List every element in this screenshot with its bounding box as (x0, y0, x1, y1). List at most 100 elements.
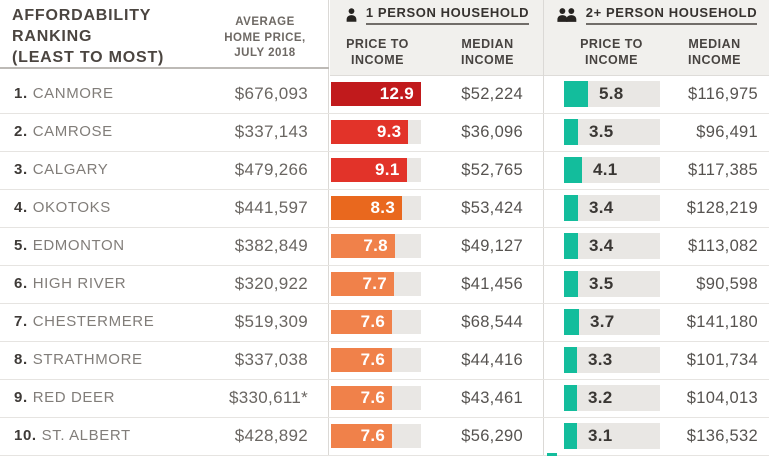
p2-ratio-bar-track: 3.5 (564, 271, 660, 297)
rank-city-cell: 2. CAMROSE (14, 113, 113, 151)
p1-ratio-bar-track: 7.6 (331, 310, 421, 334)
avg-home-price-value: $479,266 (234, 160, 308, 179)
group2-header: 2+ PERSON HOUSEHOLD (544, 4, 769, 26)
table-row: 5. EDMONTON $382,849 7.8 $49,127 3.4 $113… (0, 227, 769, 266)
p2-ratio-bar-track: 4.1 (564, 157, 660, 183)
table-row: 2. CAMROSE $337,143 9.3 $36,096 3.5 $96,4… (0, 113, 769, 152)
city-label: ST. ALBERT (41, 427, 131, 444)
p1-ratio-bar-track: 7.6 (331, 424, 421, 448)
p2-ratio-value: 3.4 (589, 198, 614, 217)
p1-ratio-value: 7.6 (360, 426, 386, 445)
p1-median-income-value: $68,544 (461, 313, 523, 331)
p1-ratio-bar: 7.8 (331, 234, 395, 258)
rank-label: 5. (14, 237, 28, 254)
p2-ratio-value: 3.5 (589, 274, 614, 293)
p1-median-income-value: $43,461 (461, 389, 523, 407)
rank-label: 1. (14, 85, 28, 102)
rank-label: 2. (14, 123, 28, 140)
group2-median-income-header: MEDIAN INCOME (688, 37, 741, 68)
p2-ratio-bar (564, 119, 578, 145)
section-divider (328, 0, 329, 456)
rank-city-cell: 1. CANMORE (14, 75, 114, 113)
city-label: RED DEER (32, 389, 116, 406)
rank-label: 7. (14, 313, 28, 330)
table-row: 8. STRATHMORE $337,038 7.6 $44,416 3.3 $1… (0, 341, 769, 380)
p1-ratio-value: 12.9 (379, 84, 414, 103)
rank-label: 10. (14, 427, 37, 444)
p1-median-income-value: $36,096 (461, 123, 523, 141)
p1-ratio-bar-track: 7.6 (331, 386, 421, 410)
rank-city-cell: 5. EDMONTON (14, 227, 125, 265)
table-row: 9. RED DEER $330,611* 7.6 $43,461 3.2 $10… (0, 379, 769, 418)
p2-ratio-bar (564, 195, 578, 221)
p2-ratio-bar-track: 3.7 (564, 309, 660, 335)
group1-title: 1 PERSON HOUSEHOLD (365, 5, 530, 25)
p2-ratio-value: 3.2 (588, 388, 613, 407)
p1-ratio-value: 9.1 (375, 160, 400, 179)
p2-ratio-bar-track: 3.4 (564, 233, 660, 259)
city-label: CHESTERMERE (32, 313, 155, 330)
p1-median-income-value: $53,424 (461, 199, 523, 217)
p2-ratio-value: 3.1 (588, 426, 613, 445)
group1-median-income-header: MEDIAN INCOME (461, 37, 514, 68)
rank-city-cell: 8. STRATHMORE (14, 341, 143, 379)
p2-ratio-bar (564, 271, 578, 297)
p2-median-income-value: $96,491 (696, 123, 758, 141)
p1-ratio-bar-track: 9.1 (331, 158, 421, 182)
rank-label: 4. (14, 199, 28, 216)
group1-header: 1 PERSON HOUSEHOLD (330, 4, 543, 26)
p2-ratio-bar-track: 3.1 (564, 423, 660, 449)
avg-home-price-value: $441,597 (234, 198, 308, 217)
rank-city-cell: 9. RED DEER (14, 379, 115, 417)
p2-ratio-value: 5.8 (599, 84, 624, 103)
p1-ratio-bar: 7.6 (331, 424, 393, 448)
p2-ratio-bar (564, 347, 577, 373)
p1-ratio-bar-track: 8.3 (331, 196, 421, 220)
p1-ratio-bar-track: 7.8 (331, 234, 421, 258)
p1-ratio-bar: 7.6 (331, 348, 393, 372)
avg-home-price-column-title: AVERAGE HOME PRICE, JULY 2018 (224, 16, 306, 60)
p2-median-income-value: $101,734 (686, 351, 758, 369)
rank-city-cell: 10. ST. ALBERT (14, 417, 131, 455)
avg-home-price-value: $320,922 (234, 274, 308, 293)
p2-median-income-value: $141,180 (686, 313, 758, 331)
avg-home-price-value: $519,309 (234, 312, 308, 331)
p2-median-income-value: $90,598 (696, 275, 758, 293)
p2-median-income-value: $117,385 (688, 161, 758, 179)
rank-label: 6. (14, 275, 28, 292)
p2-median-income-value: $128,219 (686, 199, 758, 217)
group2-price-to-income-header: PRICE TO INCOME (580, 37, 643, 68)
avg-home-price-value: $428,892 (234, 426, 308, 445)
p1-ratio-bar: 9.1 (331, 158, 407, 182)
p2-ratio-bar (564, 309, 579, 335)
rank-label: 3. (14, 161, 28, 178)
p1-ratio-value: 7.6 (360, 388, 386, 407)
city-label: CAMROSE (32, 123, 113, 140)
p1-median-income-value: $52,765 (461, 161, 523, 179)
avg-home-price-value: $337,038 (234, 350, 308, 369)
ranking-title: AFFORDABILITY RANKING (LEAST TO MOST) (12, 7, 165, 66)
p2-ratio-bar (564, 385, 577, 411)
person-icon (344, 7, 359, 24)
p2-ratio-value: 3.4 (589, 236, 614, 255)
p1-ratio-value: 8.3 (370, 198, 396, 217)
p2-ratio-bar-track: 3.5 (564, 119, 660, 145)
p1-ratio-bar-track: 9.3 (331, 120, 421, 144)
p2-ratio-bar (564, 157, 582, 183)
avg-home-price-value: $330,611* (229, 388, 308, 407)
p1-median-income-value: $56,290 (461, 427, 523, 445)
p2-ratio-value: 4.1 (593, 160, 618, 179)
next-row-bar-sliver (547, 453, 557, 456)
p1-ratio-bar: 7.6 (331, 310, 393, 334)
city-label: OKOTOKS (32, 199, 111, 216)
p1-ratio-value: 7.6 (360, 350, 386, 369)
avg-home-price-value: $382,849 (234, 236, 308, 255)
p1-median-income-value: $44,416 (461, 351, 523, 369)
p2-ratio-bar-track: 3.3 (564, 347, 660, 373)
p1-ratio-bar: 7.6 (331, 386, 393, 410)
p1-ratio-value: 7.6 (360, 312, 386, 331)
table-row: 3. CALGARY $479,266 9.1 $52,765 4.1 $117,… (0, 151, 769, 190)
p2-ratio-bar (564, 233, 578, 259)
group2-header-band (544, 0, 769, 76)
p2-median-income-value: $113,082 (688, 237, 758, 255)
